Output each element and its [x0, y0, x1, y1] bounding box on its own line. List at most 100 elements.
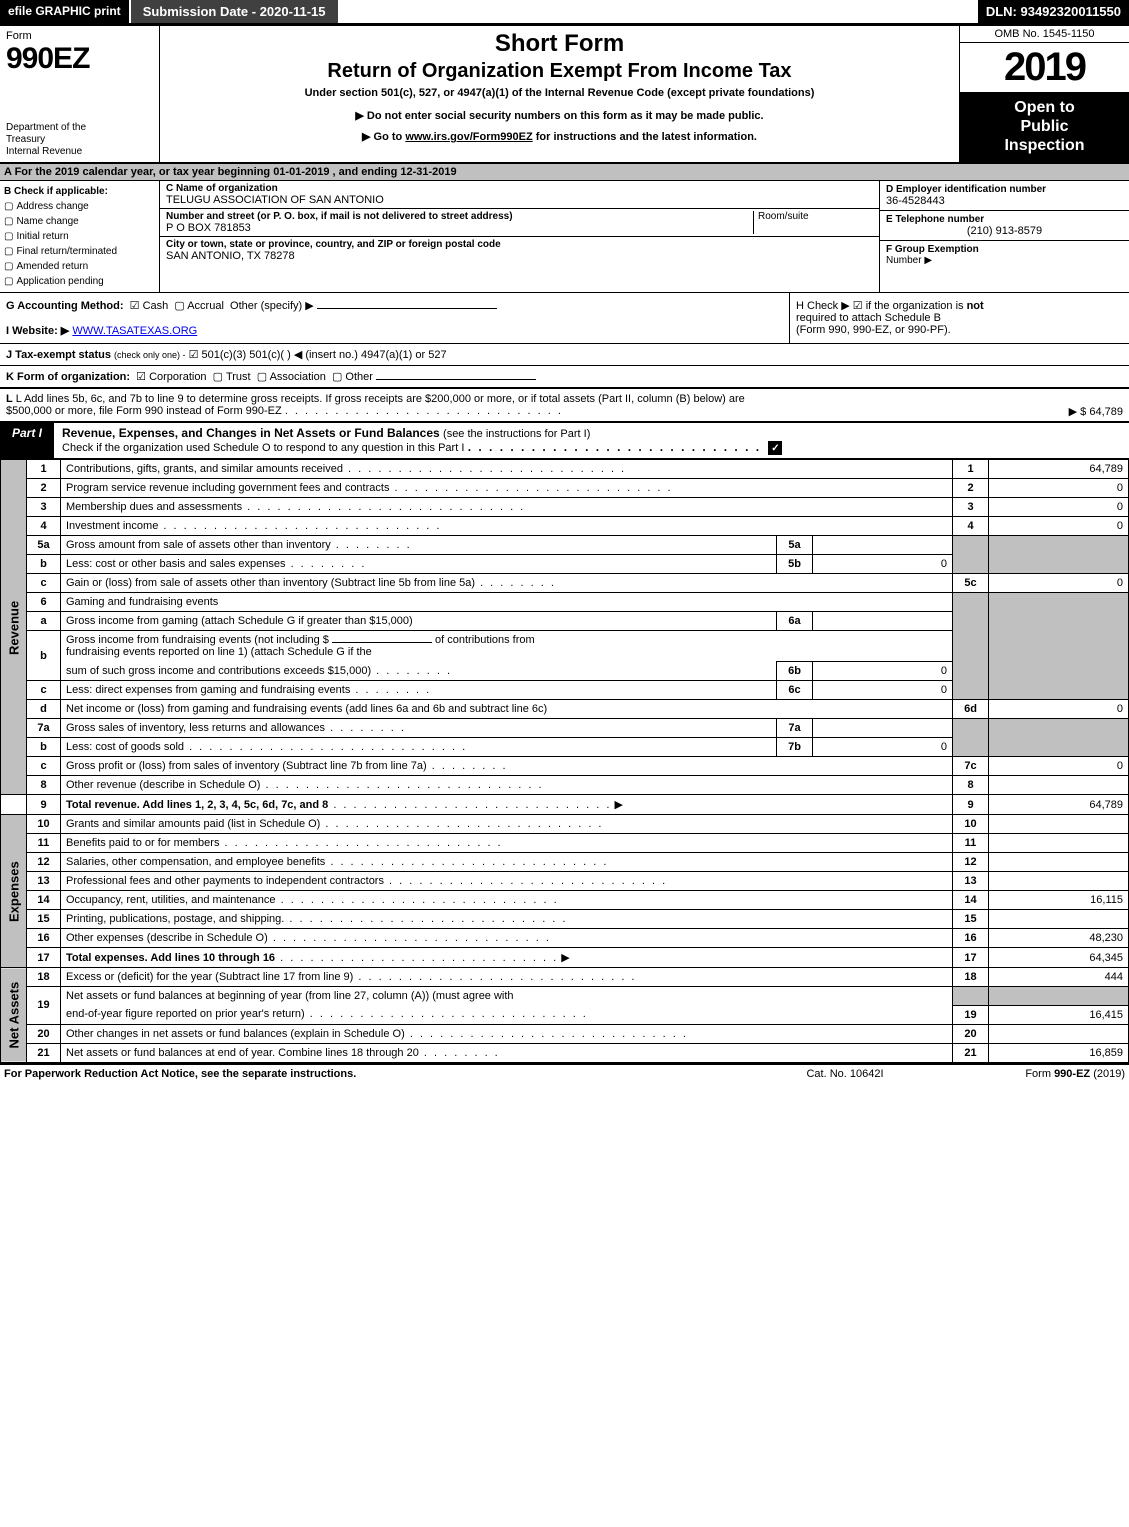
l7c-num: c	[27, 757, 61, 776]
j-options[interactable]: 501(c)(3) 501(c)( ) ◀ (insert no.) 4947(…	[202, 349, 447, 361]
return-title: Return of Organization Exempt From Incom…	[170, 60, 949, 83]
l6b-blank[interactable]	[332, 642, 432, 643]
l13-desc: Professional fees and other payments to …	[66, 875, 384, 887]
submission-date-button[interactable]: Submission Date - 2020-11-15	[129, 0, 338, 23]
catalog-number: Cat. No. 10642I	[745, 1068, 945, 1080]
chk-application-pending[interactable]: ▢Application pending	[4, 274, 155, 289]
g-other[interactable]: Other (specify) ▶	[230, 300, 314, 312]
chk-final-return[interactable]: ▢Final return/terminated	[4, 244, 155, 259]
l10-desc: Grants and similar amounts paid (list in…	[66, 818, 320, 830]
part-1-title: Revenue, Expenses, and Changes in Net As…	[54, 423, 1129, 459]
form-footer-label: Form 990-EZ (2019)	[945, 1068, 1125, 1080]
l-gross-receipts-row: L L Add lines 5b, 6c, and 7b to line 9 t…	[0, 389, 1129, 421]
g-accrual[interactable]: Accrual	[187, 300, 224, 312]
g-label: G Accounting Method:	[6, 300, 124, 312]
form-word: Form	[6, 30, 153, 42]
h-block: H Check ▶ ☑ if the organization is not r…	[789, 293, 1129, 343]
l6-num: 6	[27, 593, 61, 612]
l6b-desc-2: of contributions from	[435, 634, 535, 646]
l19-grey-amt	[989, 987, 1129, 1006]
l7ab-grey	[953, 719, 989, 757]
group-label: F Group Exemption	[886, 244, 1123, 255]
header-left: Form 990EZ Department of the Treasury In…	[0, 26, 160, 162]
top-bar: efile GRAPHIC print Submission Date - 20…	[0, 0, 1129, 24]
l6c-num: c	[27, 681, 61, 700]
l6b-subval: 0	[813, 662, 953, 681]
line-4: 4 Investment income 4 0	[1, 517, 1129, 536]
l-text-1: L Add lines 5b, 6c, and 7b to line 9 to …	[16, 393, 745, 405]
l3-num: 3	[27, 498, 61, 517]
l9-num: 9	[27, 795, 61, 815]
irs-link[interactable]: www.irs.gov/Form990EZ	[405, 131, 532, 143]
l7a-subval	[813, 719, 953, 738]
chk-initial-return[interactable]: ▢Initial return	[4, 229, 155, 244]
l8-num: 8	[27, 776, 61, 795]
ein-value: 36-4528443	[886, 195, 1123, 207]
l6d-desc: Net income or (loss) from gaming and fun…	[61, 700, 953, 719]
ein-label: D Employer identification number	[886, 184, 1123, 195]
street-label: Number and street (or P. O. box, if mail…	[166, 211, 753, 222]
l7c-desc: Gross profit or (loss) from sales of inv…	[66, 760, 427, 772]
k-trust[interactable]: Trust	[226, 371, 251, 383]
j-tax-exempt-row: J Tax-exempt status (check only one) - ☑…	[0, 344, 1129, 366]
h-not: not	[967, 300, 984, 312]
l17-linenum: 17	[953, 948, 989, 968]
k-other-input[interactable]	[376, 379, 536, 380]
l4-linenum: 4	[953, 517, 989, 536]
l17-num: 17	[27, 948, 61, 968]
l14-amount: 16,115	[989, 891, 1129, 910]
l7b-sub: 7b	[777, 738, 813, 757]
line-18: Net Assets 18 Excess or (deficit) for th…	[1, 968, 1129, 987]
open-to-public: Open to Public Inspection	[960, 92, 1129, 162]
line-20: 20 Other changes in net assets or fund b…	[1, 1024, 1129, 1043]
line-21: 21 Net assets or fund balances at end of…	[1, 1043, 1129, 1062]
g-other-input[interactable]	[317, 308, 497, 309]
l10-linenum: 10	[953, 815, 989, 834]
l3-amount: 0	[989, 498, 1129, 517]
l5a-desc: Gross amount from sale of assets other t…	[66, 539, 331, 551]
website-link[interactable]: WWW.TASATEXAS.ORG	[72, 325, 197, 337]
open-word: Open to	[1014, 99, 1074, 116]
schedule-o-checkbox[interactable]: ✓	[768, 441, 782, 455]
g-i-block: G Accounting Method: ☑ Cash ▢ Accrual Ot…	[0, 293, 789, 343]
l5a-subval	[813, 536, 953, 555]
l12-desc: Salaries, other compensation, and employ…	[66, 856, 325, 868]
l21-linenum: 21	[953, 1043, 989, 1062]
l19-linenum: 19	[953, 1005, 989, 1024]
column-b: B Check if applicable: ▢Address change ▢…	[0, 181, 160, 292]
ein-row: D Employer identification number 36-4528…	[880, 181, 1129, 211]
phone-row: E Telephone number (210) 913-8579	[880, 211, 1129, 241]
line-2: 2 Program service revenue including gove…	[1, 479, 1129, 498]
l5ab-grey-amt	[989, 536, 1129, 574]
l4-amount: 0	[989, 517, 1129, 536]
column-c: C Name of organization TELUGU ASSOCIATIO…	[160, 181, 879, 292]
k-corporation[interactable]: Corporation	[149, 371, 206, 383]
l1-num: 1	[27, 460, 61, 479]
l15-desc: Printing, publications, postage, and shi…	[66, 913, 284, 925]
efile-print-button[interactable]: efile GRAPHIC print	[0, 0, 129, 23]
chk-address-change[interactable]: ▢Address change	[4, 199, 155, 214]
k-association[interactable]: Association	[270, 371, 326, 383]
i-label: I Website: ▶	[6, 325, 69, 337]
i-website-line: I Website: ▶ WWW.TASATEXAS.ORG	[6, 324, 783, 337]
department-label: Department of the Treasury Internal Reve…	[6, 122, 153, 158]
g-cash[interactable]: Cash	[143, 300, 169, 312]
form-header: Form 990EZ Department of the Treasury In…	[0, 24, 1129, 164]
paperwork-notice: For Paperwork Reduction Act Notice, see …	[4, 1068, 745, 1080]
page-footer: For Paperwork Reduction Act Notice, see …	[0, 1063, 1129, 1083]
chk-amended-return[interactable]: ▢Amended return	[4, 259, 155, 274]
l1-amount: 64,789	[989, 460, 1129, 479]
info-grid: B Check if applicable: ▢Address change ▢…	[0, 181, 1129, 293]
l6-grey	[953, 593, 989, 700]
line-17: 17 Total expenses. Add lines 10 through …	[1, 948, 1129, 968]
line-16: 16 Other expenses (describe in Schedule …	[1, 929, 1129, 948]
l7b-subval: 0	[813, 738, 953, 757]
line-7c: c Gross profit or (loss) from sales of i…	[1, 757, 1129, 776]
l-dots	[285, 405, 563, 417]
l6c-subval: 0	[813, 681, 953, 700]
chk-name-change[interactable]: ▢Name change	[4, 214, 155, 229]
k-other[interactable]: Other	[345, 371, 373, 383]
l2-linenum: 2	[953, 479, 989, 498]
org-name-label: C Name of organization	[166, 183, 873, 194]
dept-line-3: Internal Revenue	[6, 146, 82, 157]
